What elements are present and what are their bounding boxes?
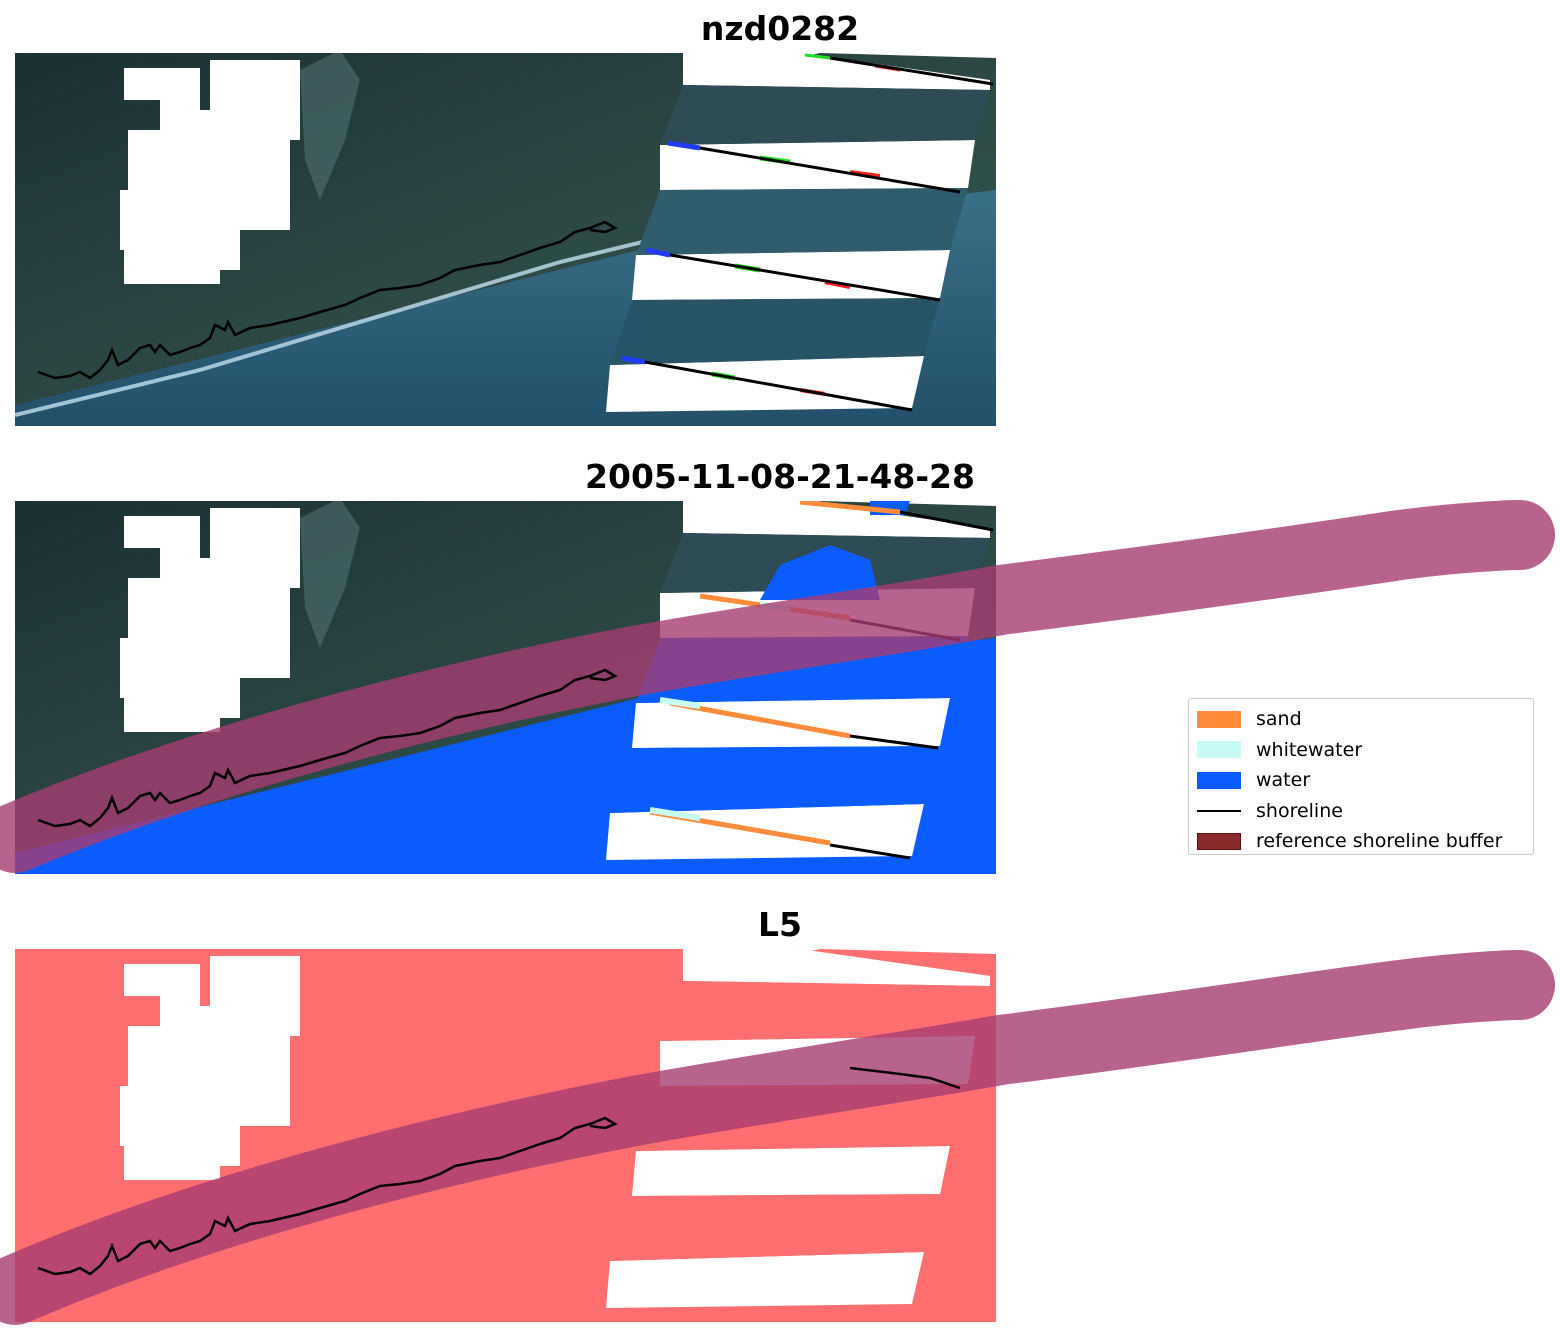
panel-title-image: nzd0282 [700,9,860,48]
reference-buffer-panel2 [0,500,1555,873]
whitewater-swatch [1197,741,1241,759]
panel-title-satellite: L5 [758,905,802,944]
cloud-mask [120,60,300,284]
haze-patch [300,53,360,200]
cloud-mask [120,508,300,732]
shoreline-line-swatch [1197,809,1241,812]
legend-item-buffer: reference shoreline buffer [1189,826,1533,857]
buffer-swatch [1197,832,1241,850]
legend-label: sand [1256,708,1302,731]
shoreline-panel1 [37,220,618,380]
panel-rgb-image [15,53,996,426]
legend-item-whitewater: whitewater [1189,735,1533,766]
panel-title-date: 2005-11-08-21-48-28 [585,457,975,496]
shoreline-panel2 [37,668,618,828]
legend-item-sand: sand [1189,704,1533,735]
legend-item-shoreline: shoreline [1189,796,1533,827]
legend-label: water [1256,769,1311,792]
sand-swatch [1197,710,1241,728]
legend-label: shoreline [1256,799,1343,822]
legend-label: reference shoreline buffer [1256,830,1503,853]
reference-buffer-panel3 [0,950,1555,1325]
shoreline-panel3 [37,1066,961,1276]
cloud-mask [120,956,300,1180]
scan-bands [610,85,990,365]
water-swatch [1197,771,1241,789]
legend-item-water: water [1189,765,1533,796]
stripe-edge-shoreline [644,56,994,412]
legend: sand whitewater water shoreline referenc… [1188,698,1534,855]
legend-label: whitewater [1256,738,1363,761]
panel-classified-image [15,501,996,874]
haze-patch [300,501,360,648]
